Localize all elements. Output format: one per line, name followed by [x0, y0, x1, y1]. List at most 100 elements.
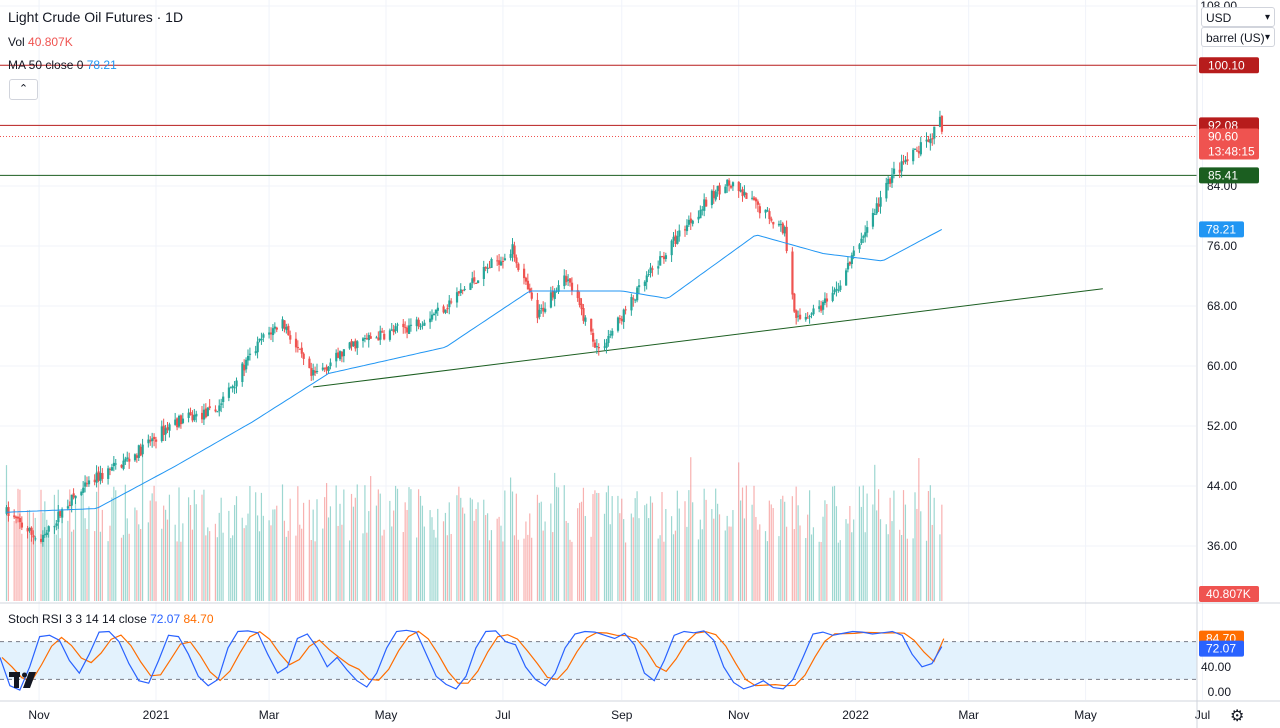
- stoch-k-value: 72.07: [150, 612, 181, 626]
- candle-body: [900, 161, 903, 172]
- candle-body: [616, 317, 620, 331]
- volume-bar: [550, 503, 552, 601]
- candle-body: [471, 278, 474, 284]
- volume-bar: [448, 502, 450, 601]
- volume-bar: [301, 528, 303, 601]
- candle-body: [557, 285, 560, 292]
- candle-body: [120, 464, 123, 468]
- candle-body: [837, 289, 840, 291]
- support-trendline: [313, 288, 1103, 388]
- candle-body: [862, 236, 865, 238]
- candle-body: [565, 276, 568, 283]
- volume-bar: [837, 542, 839, 601]
- candle-body: [273, 326, 277, 329]
- candle-body: [578, 297, 581, 306]
- candle-body: [390, 329, 393, 331]
- volume-bar: [933, 497, 935, 601]
- candle-body: [528, 288, 531, 293]
- collapse-legend-button[interactable]: ⌃: [9, 79, 38, 100]
- candle-body: [812, 308, 815, 315]
- currency-select[interactable]: USD ▾: [1201, 7, 1275, 27]
- candle-body: [576, 290, 579, 299]
- volume-bar: [617, 495, 619, 601]
- candle-body: [618, 318, 622, 320]
- volume-bar: [636, 491, 638, 601]
- candle-body: [296, 346, 300, 349]
- volume-bar: [764, 531, 767, 601]
- candle-body: [20, 522, 24, 528]
- candle-body: [799, 314, 802, 319]
- volume-bar: [818, 541, 820, 601]
- candle-body: [137, 445, 140, 458]
- volume-bar: [511, 491, 514, 601]
- candle-body: [463, 288, 466, 291]
- volume-bar: [509, 477, 512, 601]
- last-price-label-bg: [1199, 128, 1259, 160]
- gear-icon[interactable]: ⚙: [1230, 708, 1245, 725]
- volume-bar: [791, 496, 793, 601]
- volume-bar: [874, 464, 876, 601]
- volume-bar: [115, 490, 117, 601]
- candle-body: [513, 245, 516, 258]
- candle-body: [461, 289, 464, 291]
- candle-body: [363, 338, 367, 340]
- volume-bar: [53, 494, 56, 601]
- candle-body: [929, 138, 932, 144]
- volume-bar: [831, 486, 834, 601]
- volume-bar: [916, 508, 918, 601]
- candle-body: [524, 277, 528, 282]
- unit-select[interactable]: barrel (US) ▾: [1201, 27, 1275, 47]
- candle-body: [745, 192, 748, 199]
- legend-stoch-row: Stoch RSI 3 3 14 14 close 72.07 84.70: [8, 612, 214, 626]
- candle-body: [300, 347, 303, 354]
- volume-bar: [941, 504, 943, 601]
- candle-body: [99, 472, 102, 481]
- volume-bar: [665, 509, 667, 601]
- stoch-band: [0, 641, 1197, 680]
- volume-bar: [450, 533, 452, 601]
- candle-body: [885, 182, 888, 199]
- candle-body: [436, 307, 439, 311]
- volume-bar: [799, 525, 801, 601]
- candle-body: [549, 292, 553, 308]
- candle-body: [32, 535, 35, 538]
- volume-bar: [724, 530, 726, 601]
- volume-bar: [743, 518, 746, 601]
- price-tick-label: 36.00: [1207, 539, 1237, 553]
- candle-body: [772, 221, 775, 225]
- candle-body: [166, 427, 169, 430]
- volume-bar: [94, 531, 96, 601]
- volume-bar: [295, 535, 297, 601]
- volume-bar: [136, 510, 138, 601]
- candle-body: [164, 428, 167, 435]
- candle-body: [724, 186, 727, 194]
- volume-bar: [517, 539, 519, 601]
- time-tick-label: Mar: [958, 708, 979, 722]
- candle-body: [155, 439, 158, 442]
- candle-body: [408, 325, 411, 334]
- candle-body: [620, 318, 623, 321]
- volume-bar: [84, 518, 86, 601]
- volume-bar: [86, 528, 88, 601]
- candle-body: [536, 299, 539, 319]
- volume-bar: [785, 526, 788, 601]
- volume-bar: [258, 531, 261, 601]
- volume-bar: [864, 532, 866, 601]
- candle-body: [712, 191, 715, 199]
- volume-bar: [46, 519, 48, 601]
- horizontal-lines: [0, 64, 1197, 176]
- candle-body: [919, 142, 922, 155]
- candle-body: [409, 324, 413, 326]
- candle-body: [354, 340, 357, 349]
- candle-body: [699, 209, 702, 219]
- volume-bar: [57, 489, 59, 601]
- candle-body: [18, 517, 22, 523]
- candle-body: [444, 309, 447, 313]
- time-tick-label: May: [1074, 708, 1097, 722]
- candle-body: [218, 405, 221, 411]
- candle-body: [379, 330, 382, 340]
- candle-body: [839, 285, 842, 290]
- volume-bar: [180, 541, 182, 601]
- candle-body: [515, 257, 518, 264]
